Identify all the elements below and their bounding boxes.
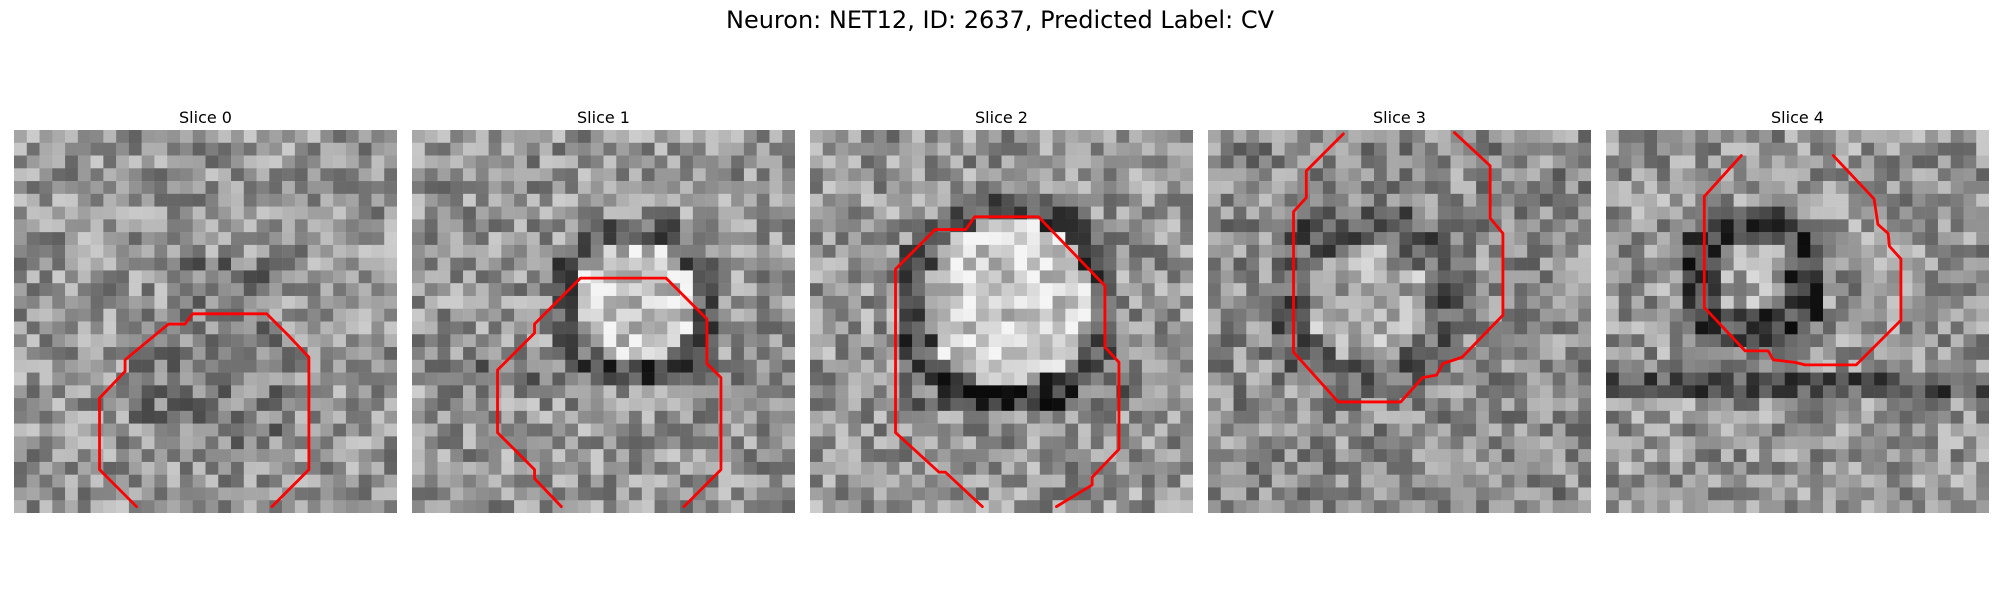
slice-image-4 xyxy=(1606,130,1989,513)
slice-title-4: Slice 4 xyxy=(1771,108,1824,127)
slice-image-2 xyxy=(810,130,1193,513)
contour-3 xyxy=(1292,131,1505,404)
contour-2 xyxy=(894,215,1121,509)
figure-title: Neuron: NET12, ID: 2637, Predicted Label… xyxy=(726,6,1274,34)
slice-image-3 xyxy=(1208,130,1591,513)
slice-title-3: Slice 3 xyxy=(1373,108,1426,127)
contour-1 xyxy=(496,276,723,509)
slice-panel-3: Slice 3 xyxy=(1208,106,1591,513)
slice-panel-1: Slice 1 xyxy=(412,106,795,513)
slice-panel-0: Slice 0 xyxy=(14,106,397,513)
slice-image-0 xyxy=(14,130,397,513)
slice-title-1: Slice 1 xyxy=(577,108,630,127)
slice-image-1 xyxy=(412,130,795,513)
slice-panel-2: Slice 2 xyxy=(810,106,1193,513)
slice-panel-4: Slice 4 xyxy=(1606,106,1989,513)
slice-title-0: Slice 0 xyxy=(179,108,232,127)
contour-4 xyxy=(1702,154,1903,367)
slice-title-2: Slice 2 xyxy=(975,108,1028,127)
contour-0 xyxy=(98,312,311,509)
